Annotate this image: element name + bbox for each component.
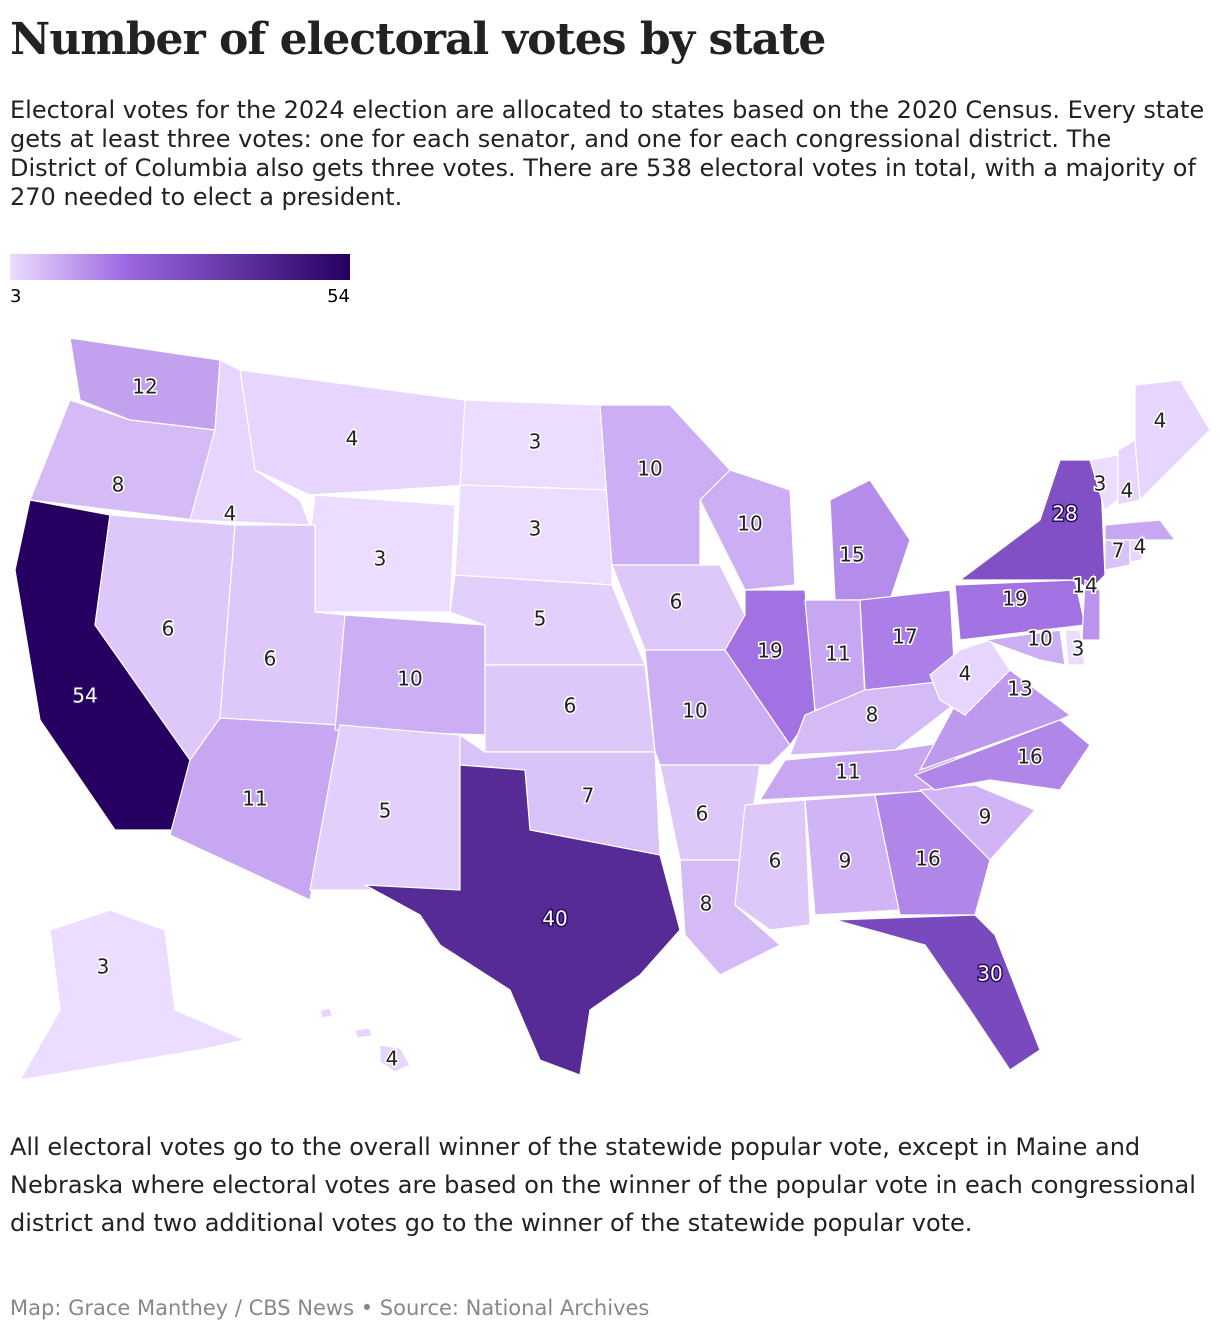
state [918,669,1072,772]
legend-min: 3 [10,286,21,307]
state-label: 6 [564,694,577,718]
credit: Map: Grace Manthey / CBS News • Source: … [10,1296,650,1320]
state [699,469,796,591]
state-label: 3 [529,517,542,541]
state-label: 30 [977,962,1002,986]
state [1081,578,1101,641]
state-label: 19 [757,639,782,663]
footnote: All electoral votes go to the overall wi… [10,1133,1196,1237]
state-label: 7 [582,784,595,808]
state [834,914,1041,1071]
state [734,799,811,931]
state-label: 11 [242,787,267,811]
labels: 1285446436111053356740106106810191511178… [71,373,1168,1072]
state-label: 10 [637,457,662,481]
legend-max: 54 [327,286,350,307]
state-label: 11 [825,642,850,666]
state-label: 11 [835,760,860,784]
state [958,459,1106,591]
state-label: 28 [1052,502,1077,526]
state-label: 4 [1121,479,1134,503]
state-label: 8 [866,703,879,727]
state-label: 10 [682,699,707,723]
state-label: 19 [1002,587,1027,611]
state-label: 9 [979,805,992,829]
state-label: 8 [700,892,713,916]
state-label: 16 [915,847,940,871]
state-label: 6 [670,590,683,614]
state-label: 40 [542,907,567,931]
legend-bar [10,254,350,280]
state [599,404,731,566]
map: 3 54 12854464361110533567401061068101915… [10,254,1211,1081]
state [1134,379,1211,502]
state-label: 8 [112,473,125,497]
state-label: 4 [1134,535,1147,559]
state [829,479,911,601]
state-label: 6 [264,647,277,671]
state-label: 4 [346,427,359,451]
state-label: 5 [379,799,392,823]
state [724,589,816,747]
state [239,369,471,496]
state [929,639,1011,716]
state-label: 4 [959,662,972,686]
state [169,717,341,901]
state-label: 7 [1112,539,1125,563]
state-label: 9 [839,849,852,873]
state-label: 10 [737,512,762,536]
state-label: 3 [529,430,542,454]
state-label: 12 [132,375,157,399]
state-label: 16 [1017,745,1042,769]
state [1104,519,1177,541]
title: Number of electoral votes by state [10,14,826,65]
state-label: 4 [1154,409,1167,433]
state-label: 10 [397,667,422,691]
state [984,629,1066,666]
state-label: 3 [374,547,387,571]
state-label: 3 [1072,637,1085,661]
state [364,764,681,1076]
state-label: 6 [769,849,782,873]
state-label: 4 [224,502,237,526]
state [1064,629,1086,666]
state-label: 5 [534,607,547,631]
state-label: 4 [386,1047,399,1071]
state-label: 3 [97,955,110,979]
states [14,337,1211,1081]
state-label: 14 [1072,574,1097,598]
state-label: 17 [892,625,917,649]
state [1104,539,1131,571]
state-label: 54 [72,684,97,708]
state [18,909,247,1081]
state-label: 15 [839,543,864,567]
state [319,1007,411,1073]
state-label: 13 [1007,677,1032,701]
state-label: 3 [1094,472,1107,496]
state-label: 6 [162,617,175,641]
state [1129,539,1143,563]
state-label: 10 [1027,627,1052,651]
subtitle: Electoral votes for the 2024 election ar… [10,96,1205,211]
state-label: 6 [696,802,709,826]
